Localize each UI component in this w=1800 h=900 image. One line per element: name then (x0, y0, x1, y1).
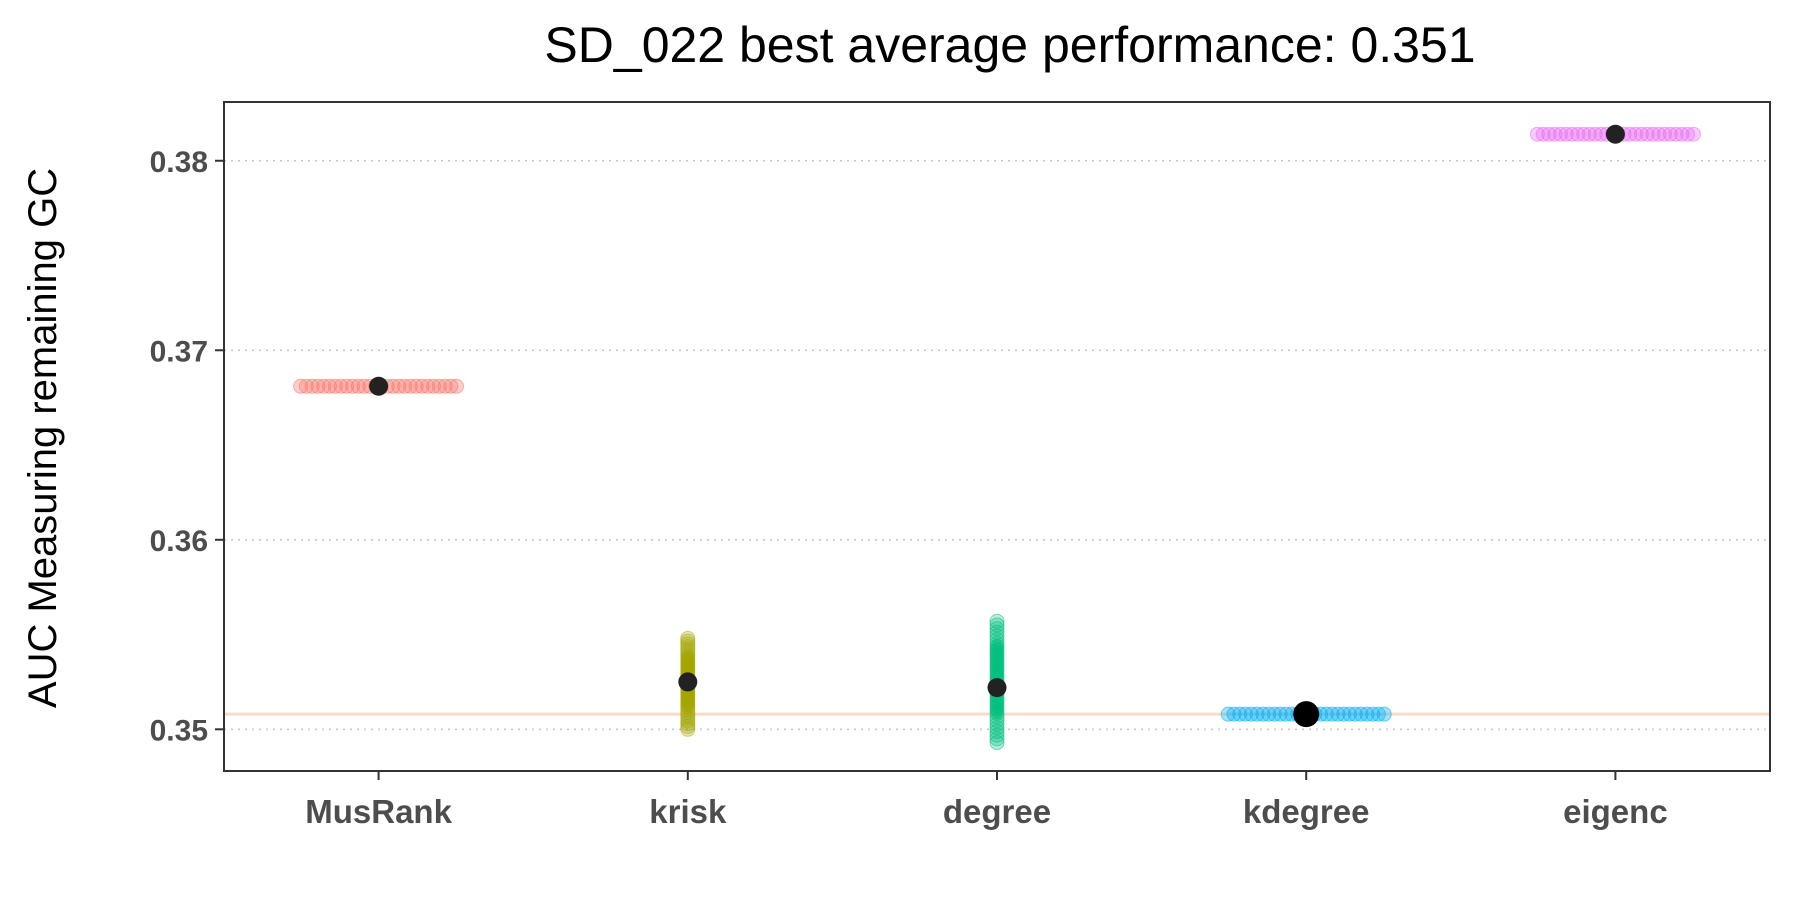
data-point (316, 378, 332, 394)
data-point (1581, 126, 1597, 142)
data-point (1353, 706, 1369, 722)
data-point (425, 378, 441, 394)
mean-point-krisk (678, 672, 698, 692)
data-point (1587, 126, 1603, 142)
x-tick-label: MusRank (305, 793, 452, 830)
data-point (1370, 706, 1386, 722)
data-point (1668, 126, 1684, 142)
y-tick-label: 0.35 (150, 714, 208, 747)
data-point (1359, 706, 1375, 722)
data-point (350, 378, 366, 394)
data-point (1558, 126, 1574, 142)
data-point (990, 638, 1004, 653)
y-tick-label: 0.37 (150, 335, 208, 368)
data-point (1226, 706, 1242, 722)
data-point (1278, 706, 1294, 722)
data-point (310, 378, 326, 394)
data-point (1547, 126, 1563, 142)
x-tick-label: degree (943, 793, 1051, 830)
grid-layer (224, 159, 1770, 731)
data-point (1662, 126, 1678, 142)
data-point (1633, 126, 1649, 142)
data-point (1324, 706, 1340, 722)
data-point (1255, 706, 1271, 722)
data-point (1238, 706, 1254, 722)
data-point (1639, 126, 1655, 142)
data-point (339, 378, 355, 394)
data-point (1541, 126, 1557, 142)
x-tick-label: eigenc (1563, 793, 1668, 830)
x-tick-label: krisk (649, 793, 727, 830)
data-point (1272, 706, 1288, 722)
data-point (1651, 126, 1667, 142)
data-point (1342, 706, 1358, 722)
means-layer (369, 124, 1625, 728)
data-point (1243, 706, 1259, 722)
data-point (298, 378, 314, 394)
data-point (1529, 126, 1545, 142)
data-point (431, 378, 447, 394)
data-point (1535, 126, 1551, 142)
data-point (443, 378, 459, 394)
data-point (1576, 126, 1592, 142)
data-point (402, 378, 418, 394)
data-point (1220, 706, 1236, 722)
data-point (408, 378, 424, 394)
data-point (1376, 706, 1392, 722)
data-point (1232, 706, 1248, 722)
axis-layer: 0.35 0.36 0.37 0.38 MusRank krisk degree kdegre… (150, 146, 1668, 830)
data-point (1685, 126, 1701, 142)
mean-point-MusRank (369, 376, 389, 396)
data-point (1330, 706, 1346, 722)
data-point (1266, 706, 1282, 722)
data-point (680, 630, 696, 646)
data-point (1674, 126, 1690, 142)
data-point (1657, 126, 1673, 142)
data-point (1365, 706, 1381, 722)
data-point (1645, 126, 1661, 142)
data-point (321, 378, 337, 394)
data-point (345, 378, 361, 394)
data-point (680, 649, 695, 664)
data-point (333, 378, 349, 394)
data-point (391, 378, 407, 394)
y-tick-label: 0.36 (150, 525, 208, 558)
data-point (437, 378, 453, 394)
data-point (1318, 706, 1334, 722)
data-point (1261, 706, 1277, 722)
data-point (293, 378, 309, 394)
points-layer (293, 126, 1701, 751)
data-point (304, 378, 320, 394)
data-point (1680, 126, 1696, 142)
data-point (1347, 706, 1363, 722)
chart-title: SD_022 best average performance: 0.351 (544, 17, 1475, 73)
data-point (1570, 126, 1586, 142)
data-point (989, 617, 1005, 633)
data-point (1553, 126, 1569, 142)
data-point (1564, 126, 1580, 142)
data-point (449, 378, 465, 394)
data-point (989, 613, 1005, 629)
data-point (414, 378, 430, 394)
mean-point-kdegree (1293, 701, 1320, 728)
y-tick-label: 0.38 (150, 146, 208, 179)
y-axis-label: AUC Measuring remaining GC (21, 168, 65, 708)
mean-point-eigenc (1605, 124, 1625, 144)
data-point (397, 378, 413, 394)
data-point (327, 378, 343, 394)
data-point (1249, 706, 1265, 722)
data-point (420, 378, 436, 394)
x-tick-label: kdegree (1243, 793, 1370, 830)
data-point (1336, 706, 1352, 722)
mean-point-degree (987, 678, 1007, 698)
data-point (1628, 126, 1644, 142)
